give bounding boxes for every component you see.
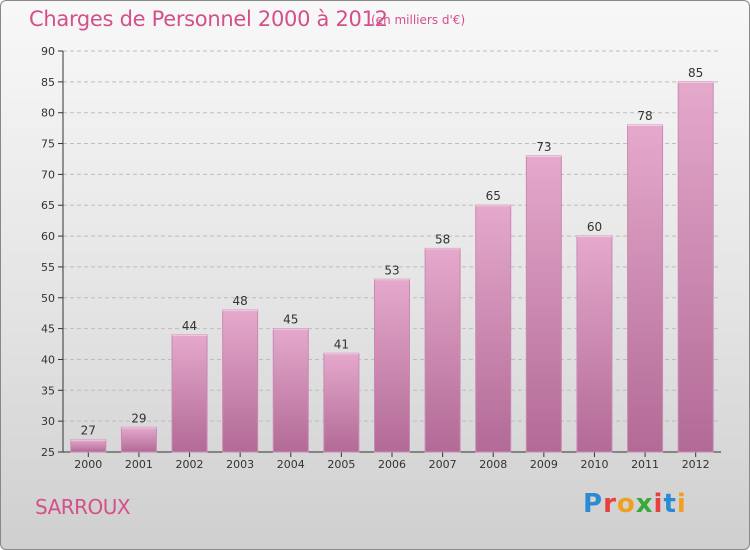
bar bbox=[475, 204, 512, 453]
x-tick-label: 2003 bbox=[226, 458, 254, 471]
y-tick-label: 75 bbox=[41, 138, 55, 151]
bar-value-label: 27 bbox=[81, 424, 96, 438]
x-tick-label: 2007 bbox=[429, 458, 457, 471]
bar bbox=[272, 328, 309, 453]
bar bbox=[374, 278, 410, 453]
y-tick-label: 80 bbox=[41, 107, 55, 120]
y-tick-label: 90 bbox=[41, 45, 55, 58]
place-name: SARROUX bbox=[35, 495, 131, 519]
y-tick-label: 30 bbox=[41, 415, 55, 428]
x-tick-label: 2012 bbox=[682, 458, 710, 471]
bar-value-label: 53 bbox=[384, 263, 399, 277]
bar-value-label: 65 bbox=[486, 189, 501, 203]
x-tick-label: 2001 bbox=[125, 458, 153, 471]
bar bbox=[525, 155, 562, 453]
bar bbox=[120, 426, 157, 453]
value-labels: 27 29 44 48 45 41 53 58 65 73 60 78 85 bbox=[81, 66, 704, 438]
bar-value-label: 73 bbox=[536, 140, 551, 154]
x-tick-label: 2005 bbox=[327, 458, 355, 471]
tick-labels: 25 30 35 40 45 50 55 60 65 70 75 80 85 90 2000 2001 2002… bbox=[41, 45, 710, 471]
x-tick-label: 2011 bbox=[631, 458, 659, 471]
bar bbox=[576, 235, 613, 453]
y-tick-label: 55 bbox=[41, 261, 55, 274]
bar-value-label: 41 bbox=[334, 337, 349, 351]
bar-value-label: 45 bbox=[283, 313, 298, 327]
bar-value-label: 78 bbox=[637, 109, 652, 123]
logo-letter: P bbox=[583, 489, 604, 519]
y-tick-label: 50 bbox=[41, 292, 55, 305]
logo-letter: i bbox=[653, 489, 664, 519]
bar bbox=[171, 334, 208, 453]
x-tick-label: 2010 bbox=[580, 458, 608, 471]
bar bbox=[323, 352, 360, 453]
chart-title: Charges de Personnel 2000 à 2012 bbox=[29, 7, 388, 31]
bar bbox=[677, 81, 714, 453]
bar bbox=[424, 247, 461, 453]
x-tick-label: 2000 bbox=[74, 458, 102, 471]
bar bbox=[70, 439, 107, 453]
y-tick-label: 35 bbox=[41, 384, 55, 397]
y-tick-label: 70 bbox=[41, 168, 55, 181]
x-tick-label: 2006 bbox=[378, 458, 406, 471]
bar-value-label: 58 bbox=[435, 232, 450, 246]
x-tick-label: 2004 bbox=[277, 458, 305, 471]
chart-unit-subtitle: (en milliers d'€) bbox=[371, 13, 466, 27]
y-tick-label: 85 bbox=[41, 76, 55, 89]
logo-letter: x bbox=[635, 489, 654, 519]
logo-letter: t bbox=[663, 489, 677, 519]
bar-value-label: 60 bbox=[587, 220, 602, 234]
y-tick-label: 25 bbox=[41, 446, 55, 459]
logo-letter: i bbox=[676, 489, 687, 519]
bar-value-label: 29 bbox=[131, 411, 146, 425]
y-tick-label: 40 bbox=[41, 353, 55, 366]
y-tick-label: 60 bbox=[41, 230, 55, 243]
bar-value-label: 44 bbox=[182, 319, 197, 333]
x-tick-label: 2008 bbox=[479, 458, 507, 471]
proxiti-logo[interactable]: Proxiti bbox=[583, 489, 687, 519]
x-tick-label: 2009 bbox=[530, 458, 558, 471]
bar bbox=[627, 124, 664, 453]
x-tick-label: 2002 bbox=[176, 458, 204, 471]
logo-letter: o bbox=[616, 489, 636, 519]
bar bbox=[222, 309, 259, 453]
bars bbox=[70, 81, 714, 453]
bar-value-label: 85 bbox=[688, 66, 703, 80]
y-tick-label: 65 bbox=[41, 199, 55, 212]
y-tick-label: 45 bbox=[41, 323, 55, 336]
bar-value-label: 48 bbox=[233, 294, 248, 308]
logo-letter: r bbox=[603, 489, 617, 519]
